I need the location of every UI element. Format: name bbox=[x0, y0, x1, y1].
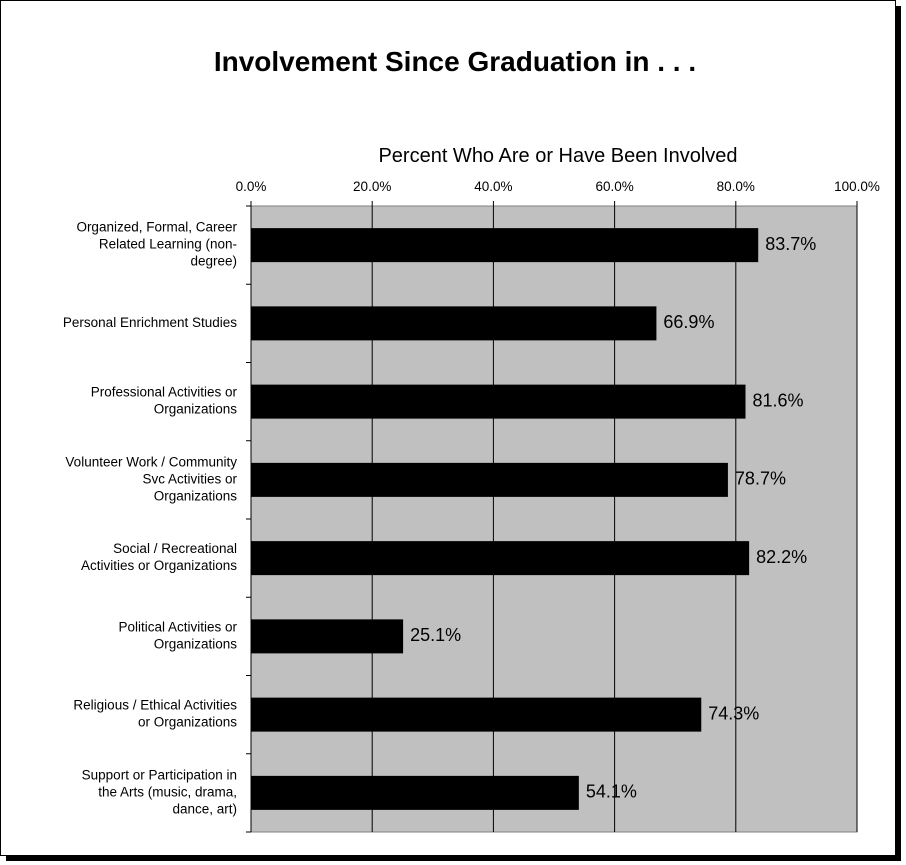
category-label-line: Related Learning (non- bbox=[99, 237, 237, 252]
category-label-line: Political Activities or bbox=[118, 619, 237, 634]
category-label: Volunteer Work / Community Svc Activities… bbox=[65, 454, 237, 503]
category-label-line: dance, art) bbox=[172, 801, 237, 816]
bar bbox=[251, 306, 657, 341]
x-tick-label: 60.0% bbox=[595, 179, 633, 194]
plot-area: 0.0% 20.0% 40.0% 60.0% 80.0% 100.0% Organized,… bbox=[63, 179, 880, 833]
chart-title: Involvement Since Graduation in . . . bbox=[214, 46, 696, 77]
category-label-line: Organized, Formal, Career bbox=[76, 220, 237, 235]
x-tick-label: 0.0% bbox=[236, 179, 267, 194]
x-axis-title: Percent Who Are or Have Been Involved bbox=[378, 145, 737, 167]
value-label: 66.9% bbox=[663, 312, 714, 332]
x-tick-label: 40.0% bbox=[474, 179, 512, 194]
bar bbox=[251, 462, 728, 497]
value-label: 74.3% bbox=[708, 703, 759, 723]
value-label: 82.2% bbox=[756, 547, 807, 567]
category-label-line: Religious / Ethical Activities bbox=[73, 698, 237, 713]
x-tick-label: 100.0% bbox=[834, 179, 880, 194]
value-label: 78.7% bbox=[735, 469, 786, 489]
bar bbox=[251, 619, 404, 654]
frame-shadow bbox=[896, 6, 901, 861]
bar bbox=[251, 775, 579, 810]
value-label: 54.1% bbox=[586, 782, 637, 802]
value-label: 25.1% bbox=[410, 625, 461, 645]
category-label-line: Volunteer Work / Community bbox=[65, 454, 237, 469]
category-label-line: Organizations bbox=[154, 488, 238, 503]
x-tick-label: 80.0% bbox=[717, 179, 755, 194]
bar bbox=[251, 384, 746, 419]
category-label-line: Activities or Organizations bbox=[81, 558, 237, 573]
category-label: Support or Participation in the Arts (mus… bbox=[82, 767, 237, 816]
value-label: 83.7% bbox=[765, 234, 816, 254]
category-label: Professional Activities or Organizations bbox=[91, 385, 238, 417]
category-label-line: Social / Recreational bbox=[113, 541, 237, 556]
category-label-line: Professional Activities or bbox=[91, 385, 238, 400]
category-label-line: Organizations bbox=[154, 402, 238, 417]
category-label: Religious / Ethical Activities or Organiz… bbox=[73, 698, 237, 730]
category-label-line: Svc Activities or bbox=[142, 471, 237, 486]
category-label: Organized, Formal, Career Related Learnin… bbox=[76, 220, 237, 269]
category-label-line: Support or Participation in bbox=[82, 767, 237, 782]
category-label-line: Personal Enrichment Studies bbox=[63, 315, 237, 330]
category-label-line: the Arts (music, drama, bbox=[98, 784, 237, 799]
frame-shadow bbox=[6, 856, 901, 861]
x-tick-label: 20.0% bbox=[353, 179, 391, 194]
category-label-line: Organizations bbox=[154, 636, 238, 651]
category-label: Social / Recreational Activities or Organ… bbox=[81, 541, 237, 573]
category-label: Political Activities or Organizations bbox=[118, 619, 237, 651]
category-label-line: or Organizations bbox=[138, 715, 237, 730]
bar bbox=[251, 228, 759, 263]
bar bbox=[251, 541, 750, 576]
category-label: Personal Enrichment Studies bbox=[63, 315, 237, 330]
value-label: 81.6% bbox=[752, 390, 803, 410]
plot-background bbox=[250, 205, 858, 833]
category-label-line: degree) bbox=[190, 254, 237, 269]
bar bbox=[251, 697, 702, 732]
